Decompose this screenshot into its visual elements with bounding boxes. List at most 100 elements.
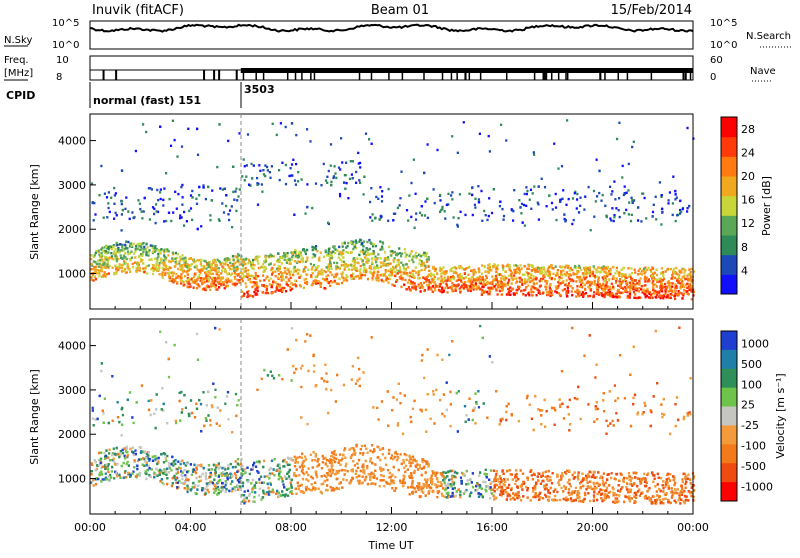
echo-point xyxy=(271,273,273,275)
echo-point xyxy=(216,166,218,168)
colorbar-swatch xyxy=(721,156,737,176)
echo-point xyxy=(152,267,154,269)
echo-point xyxy=(437,278,439,280)
echo-point xyxy=(339,195,341,197)
echo-point xyxy=(191,219,193,221)
echo-point xyxy=(610,193,612,195)
echo-point xyxy=(478,278,480,280)
echo-point xyxy=(196,278,198,280)
echo-point xyxy=(455,290,457,292)
echo-point xyxy=(331,281,333,283)
echo-point xyxy=(551,294,553,296)
echo-point xyxy=(580,269,582,271)
echo-point xyxy=(244,165,246,167)
echo-point xyxy=(281,272,283,274)
echo-point xyxy=(156,189,158,191)
echo-point xyxy=(560,270,562,272)
echo-point xyxy=(674,290,676,292)
echo-point xyxy=(153,264,155,266)
echo-point xyxy=(658,296,660,298)
echo-point xyxy=(572,287,574,289)
echo-point xyxy=(275,275,277,277)
echo-point xyxy=(317,274,319,276)
echo-point xyxy=(598,170,600,172)
echo-point xyxy=(135,270,137,272)
echo-point xyxy=(542,292,544,294)
echo-point xyxy=(132,266,134,268)
echo-point xyxy=(388,246,390,248)
echo-point xyxy=(514,293,516,295)
echo-point xyxy=(221,270,223,272)
echo-point xyxy=(371,220,373,222)
echo-point xyxy=(634,283,636,285)
echo-point xyxy=(421,269,423,271)
freq-mark xyxy=(213,70,215,80)
echo-point xyxy=(552,208,554,210)
echo-point xyxy=(225,261,227,263)
echo-point xyxy=(684,278,686,280)
echo-point xyxy=(330,143,332,145)
echo-point xyxy=(609,217,611,219)
echo-point xyxy=(590,229,592,231)
echo-point xyxy=(380,215,382,217)
echo-point xyxy=(263,260,265,262)
echo-point xyxy=(665,293,667,295)
echo-point xyxy=(428,270,430,272)
echo-point xyxy=(669,191,671,193)
echo-point xyxy=(441,278,443,280)
echo-point xyxy=(374,217,376,219)
echo-point xyxy=(114,255,116,257)
echo-point xyxy=(138,256,140,258)
echo-point xyxy=(196,128,198,130)
echo-point xyxy=(621,281,623,283)
echo-point xyxy=(463,283,465,285)
echo-point xyxy=(187,286,189,288)
echo-point xyxy=(310,276,312,278)
echo-point xyxy=(146,272,148,274)
echo-point xyxy=(293,214,295,216)
echo-point xyxy=(351,269,353,271)
echo-point xyxy=(143,246,145,248)
echo-point xyxy=(143,210,145,212)
echo-point xyxy=(451,285,453,287)
echo-point xyxy=(661,267,663,269)
echo-point xyxy=(365,270,367,272)
echo-point xyxy=(691,268,693,270)
echo-point xyxy=(618,122,620,124)
echo-point xyxy=(381,200,383,202)
power-data xyxy=(90,119,695,300)
echo-point xyxy=(633,297,635,299)
echo-point xyxy=(323,287,325,289)
echo-point xyxy=(483,281,485,283)
echo-point xyxy=(557,285,559,287)
echo-point xyxy=(516,292,518,294)
colorbar-tick-label: 16 xyxy=(741,194,755,207)
echo-point xyxy=(412,257,414,259)
echo-point xyxy=(415,252,417,254)
echo-point xyxy=(256,184,258,186)
echo-point xyxy=(423,282,425,284)
echo-point xyxy=(161,273,163,275)
echo-point xyxy=(568,198,570,200)
echo-point xyxy=(459,289,461,291)
nave-mark xyxy=(627,73,629,80)
echo-point xyxy=(587,295,589,297)
echo-point xyxy=(460,286,462,288)
echo-point xyxy=(493,278,495,280)
echo-point xyxy=(116,258,118,260)
echo-point xyxy=(125,262,127,264)
echo-point xyxy=(243,158,245,160)
echo-point xyxy=(250,294,252,296)
echo-point xyxy=(416,255,418,257)
echo-point xyxy=(446,270,448,272)
echo-point xyxy=(609,286,611,288)
echo-point xyxy=(281,279,283,281)
echo-point xyxy=(223,211,225,213)
echo-point xyxy=(370,268,372,270)
echo-point xyxy=(500,124,502,126)
echo-point xyxy=(534,267,536,269)
nave-mark xyxy=(558,73,560,80)
echo-point xyxy=(122,244,124,246)
echo-point xyxy=(652,280,654,282)
echo-point xyxy=(306,128,308,130)
